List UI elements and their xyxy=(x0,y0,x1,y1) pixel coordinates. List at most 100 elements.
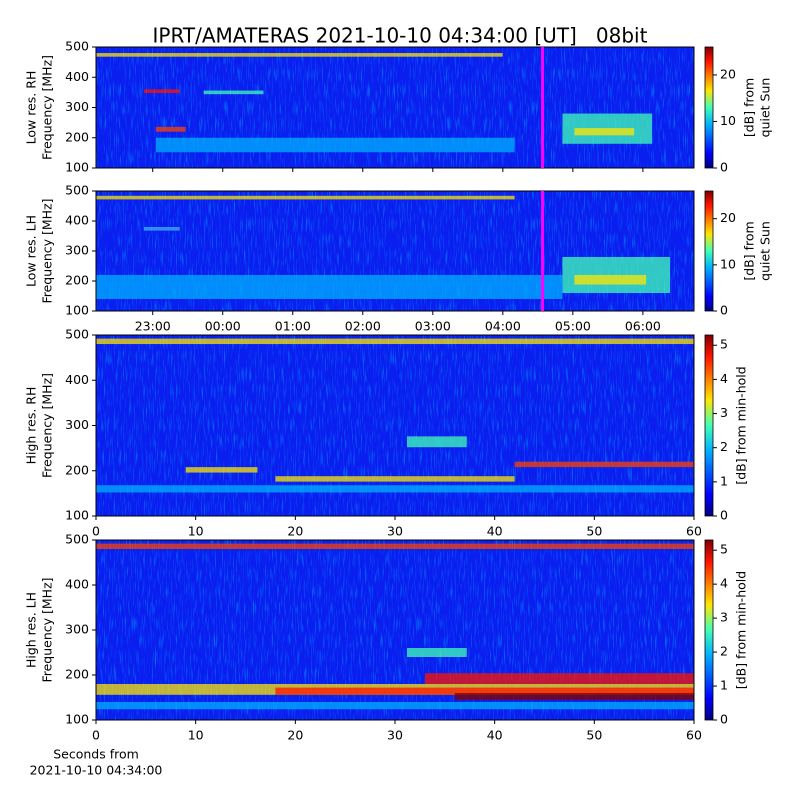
spectrogram-feature xyxy=(574,128,635,136)
spectrogram-feature xyxy=(96,543,694,549)
x-tick-label: 40 xyxy=(487,728,503,743)
colorbar-tick-label: 0 xyxy=(720,303,728,318)
colorbar-tick-label: 0 xyxy=(720,508,728,523)
x-tick-label: 01:00 xyxy=(275,319,311,334)
y-axis-label: Low res. LH xyxy=(24,215,39,287)
y-axis-label: Frequency [MHz] xyxy=(40,577,55,682)
x-tick-label: 04:00 xyxy=(485,319,521,334)
x-tick-label: 0 xyxy=(92,728,100,743)
colorbar-tick-label: 2 xyxy=(720,439,728,454)
spectrogram-feature xyxy=(424,673,694,684)
y-tick-label: 100 xyxy=(65,508,89,523)
colorbar-tick-label: 2 xyxy=(720,644,728,659)
x-tick-label: 60 xyxy=(686,524,702,539)
colorbar-label: quiet Sun xyxy=(758,221,773,281)
colorbar-tick-label: 20 xyxy=(720,210,736,225)
y-tick-label: 300 xyxy=(65,417,89,432)
x-tick-label: 30 xyxy=(387,728,403,743)
colorbar-tick-label: 4 xyxy=(720,576,728,591)
colorbar-tick-label: 0 xyxy=(720,160,728,175)
colorbar-tick-label: 3 xyxy=(720,405,728,420)
x-tick-label: 20 xyxy=(287,728,303,743)
colorbar xyxy=(704,539,714,721)
y-tick-label: 100 xyxy=(65,303,89,318)
y-tick-label: 500 xyxy=(65,39,89,54)
x-tick-label: 05:00 xyxy=(555,319,591,334)
y-tick-label: 100 xyxy=(65,712,89,727)
y-tick-label: 400 xyxy=(65,213,89,228)
y-axis-label: Frequency [MHz] xyxy=(40,55,55,160)
colorbar-tick-label: 4 xyxy=(720,371,728,386)
figure-title: IPRT/AMATERAS 2021-10-10 04:34:00 [UT] 0… xyxy=(153,24,648,48)
y-tick-label: 200 xyxy=(65,462,89,477)
colorbar-tick-label: 1 xyxy=(720,678,728,693)
colorbar-label: quiet Sun xyxy=(758,78,773,138)
colorbar-label: [dB] from xyxy=(742,78,757,137)
spectrogram-feature xyxy=(203,90,264,95)
colorbar xyxy=(704,46,714,169)
y-tick-label: 200 xyxy=(65,273,89,288)
y-tick-label: 100 xyxy=(65,160,89,175)
x-tick-label: 02:00 xyxy=(345,319,381,334)
y-axis-label: High res. LH xyxy=(24,592,39,668)
y-tick-label: 400 xyxy=(65,372,89,387)
colorbar-label: [dB] from min-hold xyxy=(734,366,749,484)
colorbar-label: [dB] from xyxy=(742,221,757,280)
spectrogram-feature xyxy=(275,476,515,482)
spectrogram-feature xyxy=(96,338,694,345)
spectrogram-feature xyxy=(96,702,694,710)
spectrogram-feature xyxy=(406,436,467,448)
y-axis-label: Frequency [MHz] xyxy=(40,198,55,303)
spectrogram-feature xyxy=(143,227,180,231)
spectrogram-feature xyxy=(155,137,515,153)
colorbar xyxy=(704,190,714,312)
colorbar xyxy=(704,334,714,517)
colorbar-tick-label: 5 xyxy=(720,337,728,352)
y-axis-label: Low res. RH xyxy=(24,71,39,145)
spectrogram-feature xyxy=(143,89,180,93)
colorbar-tick-label: 5 xyxy=(720,542,728,557)
y-tick-label: 500 xyxy=(65,327,89,342)
spectrogram-feature xyxy=(454,693,694,701)
y-tick-label: 200 xyxy=(65,667,89,682)
colorbar-tick-label: 3 xyxy=(720,610,728,625)
y-tick-label: 300 xyxy=(65,243,89,258)
spectrogram-feature xyxy=(275,687,694,695)
spectrogram-feature xyxy=(574,275,647,285)
colorbar-tick-label: 0 xyxy=(720,712,728,727)
x-tick-label: 40 xyxy=(487,524,503,539)
x-axis-label: 2021-10-10 04:34:00 xyxy=(30,763,163,778)
y-tick-label: 300 xyxy=(65,99,89,114)
x-tick-label: 06:00 xyxy=(625,319,661,334)
x-axis-label: Seconds from xyxy=(53,747,139,762)
y-tick-label: 500 xyxy=(65,532,89,547)
y-axis-label: High res. RH xyxy=(24,387,39,465)
spectrogram-feature xyxy=(96,53,503,57)
colorbar-tick-label: 1 xyxy=(720,473,728,488)
x-tick-label: 30 xyxy=(387,524,403,539)
x-tick-label: 50 xyxy=(586,524,602,539)
y-tick-label: 200 xyxy=(65,129,89,144)
x-tick-label: 0 xyxy=(92,524,100,539)
x-tick-label: 10 xyxy=(188,524,204,539)
y-tick-label: 400 xyxy=(65,577,89,592)
y-tick-label: 400 xyxy=(65,69,89,84)
spectrogram-feature xyxy=(155,126,186,132)
colorbar-tick-label: 20 xyxy=(720,66,736,81)
x-tick-label: 23:00 xyxy=(135,319,171,334)
y-tick-label: 500 xyxy=(65,183,89,198)
colorbar-label: [dB] from min-hold xyxy=(734,571,749,689)
x-tick-label: 03:00 xyxy=(415,319,451,334)
spectrogram-feature xyxy=(96,485,694,493)
x-tick-label: 00:00 xyxy=(205,319,241,334)
y-axis-label: Frequency [MHz] xyxy=(40,373,55,478)
y-tick-label: 300 xyxy=(65,622,89,637)
spectrogram-feature xyxy=(96,275,563,299)
spectrogram-feature xyxy=(96,195,515,200)
spectrogram-feature xyxy=(514,461,694,468)
x-tick-label: 60 xyxy=(686,728,702,743)
spectrogram-feature xyxy=(185,467,258,473)
x-tick-label: 20 xyxy=(287,524,303,539)
